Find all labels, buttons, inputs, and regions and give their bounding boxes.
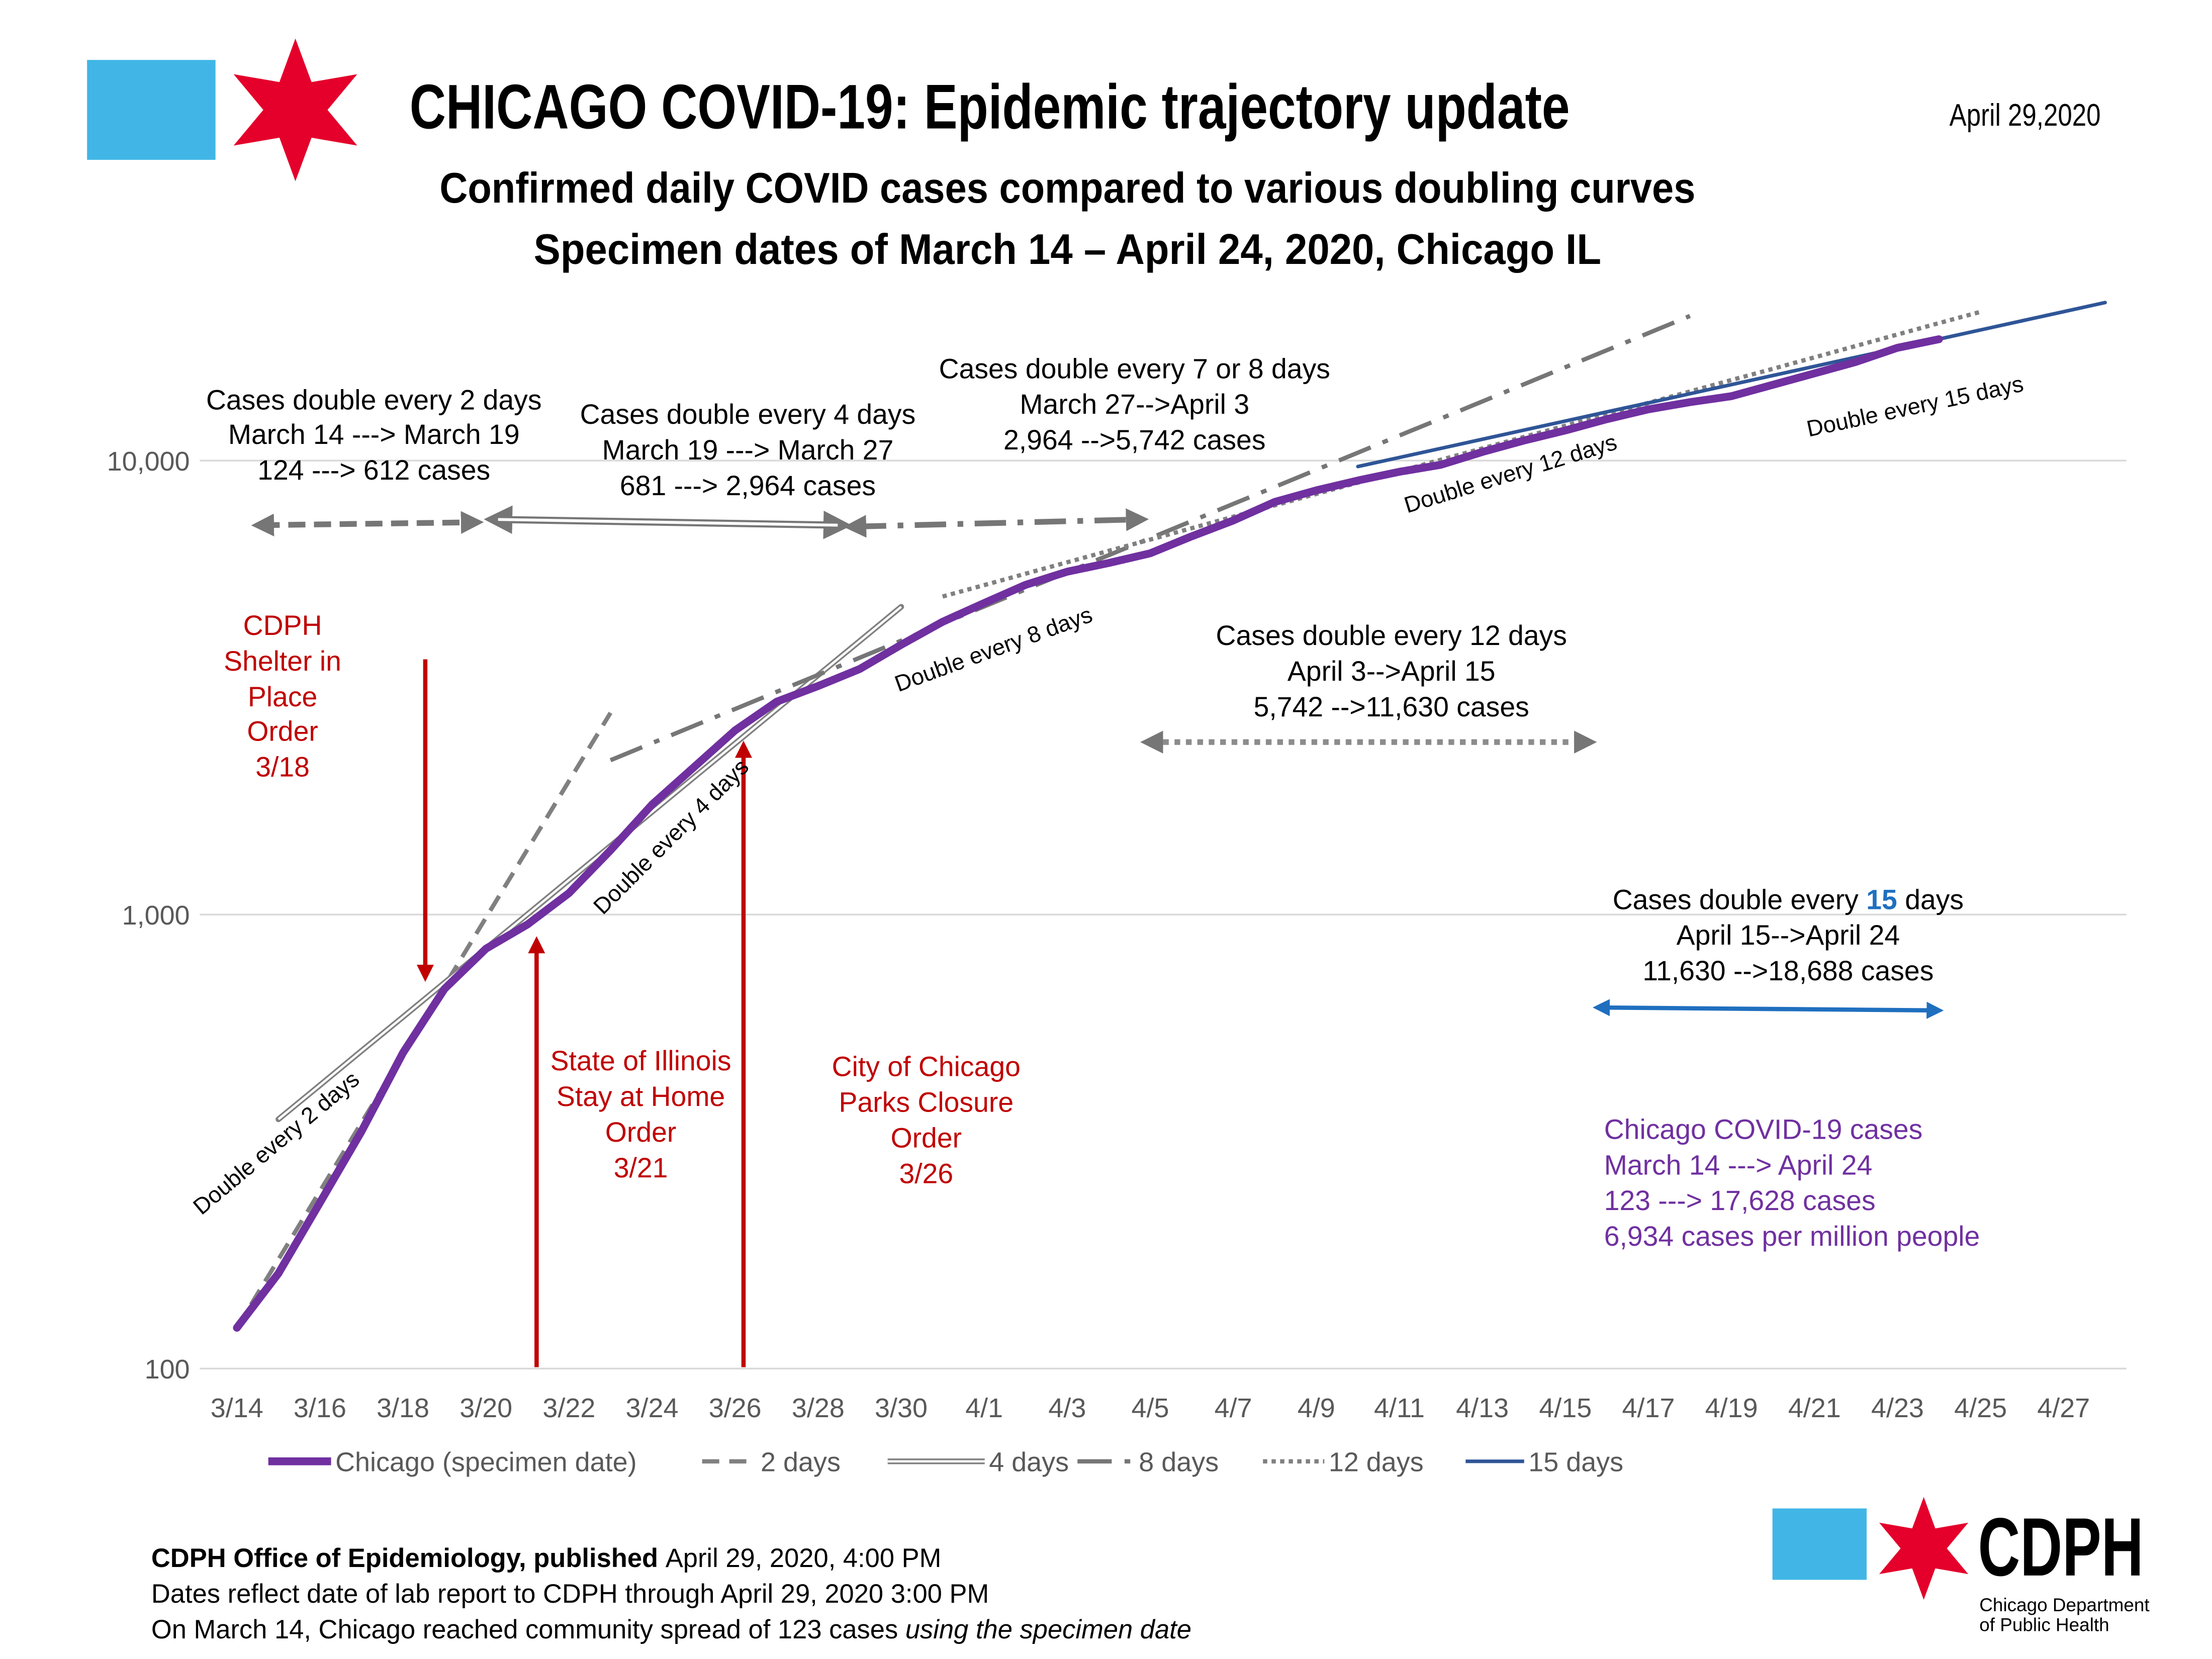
y-tick-label: 1,000 [122,900,190,931]
phase-note: Cases double every 12 days [1216,620,1567,651]
x-tick-label: 4/1 [965,1393,1003,1423]
footer-text: April 29, 2020, 4:00 PM [666,1543,942,1573]
phase-note: 11,630 -->18,688 cases [1642,955,1933,986]
event-note: Shelter in [224,646,341,677]
x-tick-label: 4/5 [1132,1393,1169,1423]
x-tick-label: 3/16 [294,1393,346,1423]
date: April 29,2020 [1950,98,2101,133]
logo-text: of Public Health [1979,1615,2109,1635]
subtitle: Specimen dates of March 14 – April 24, 2… [534,226,1601,273]
phase-note: 5,742 -->11,630 cases [1254,691,1529,722]
curve-label: Double every 4 days [588,754,754,919]
phase-note-emphasis: 15 [1866,884,1897,915]
phase-arrow-inner [498,518,838,527]
logo-bar [1772,1508,1867,1580]
event-note: Order [891,1122,962,1153]
phase-note: March 27-->April 3 [1020,389,1249,420]
phase-arrow [1593,999,1944,1019]
x-tick-label: 4/3 [1048,1393,1086,1423]
logo-name: CDPH [1978,1501,2143,1593]
phase-arrow [843,508,1149,538]
x-tick-label: 4/21 [1788,1393,1841,1423]
summary-note: March 14 ---> April 24 [1604,1149,1873,1180]
x-tick-label: 4/13 [1456,1393,1509,1423]
event-note: CDPH [243,610,322,641]
series-line [233,335,1943,1332]
event-note: City of Chicago [832,1051,1021,1082]
title: CHICAGO COVID-19: Epidemic trajectory up… [410,72,1570,142]
y-tick-label: 10,000 [107,446,190,477]
x-tick-label: 4/23 [1871,1393,1924,1423]
x-tick-label: 4/11 [1374,1393,1425,1423]
footer-line: Dates reflect date of lab report to CDPH… [151,1579,989,1609]
plot: 100 1,000 10,000 3/14 3/16 3/18 3/20 3/22 3/24 3/… [107,301,2127,1478]
phase-note: Cases double every 7 or 8 days [939,353,1330,384]
x-tick-label: 3/14 [211,1393,263,1423]
phase-note: April 15-->April 24 [1677,919,1900,951]
phase-arrow [251,511,484,537]
x-tick-label: 3/24 [626,1393,679,1423]
phase-note: Cases double every 2 days [206,385,542,416]
flag-star [233,38,357,181]
phase-note-part: days [1905,884,1964,915]
curve-label: Double every 15 days [1804,371,2025,441]
event-note: Parks Closure [839,1086,1014,1118]
event-note: 3/26 [899,1158,953,1189]
legend-label: 2 days [761,1447,841,1478]
phase-note: April 3-->April 15 [1287,656,1496,687]
phase-note: March 19 ---> March 27 [602,434,894,466]
event-note: State of Illinois [550,1045,731,1076]
summary-note: Chicago COVID-19 cases [1604,1114,1923,1145]
legend-label: 4 days [989,1447,1069,1478]
event-note: Order [605,1117,676,1148]
x-tick-label: 3/28 [792,1393,845,1423]
phase-note: 2,964 -->5,742 cases [1003,424,1266,455]
phase-note: 124 ---> 612 cases [257,454,490,486]
x-tick-label: 3/20 [459,1393,512,1423]
curve-label: Double every 2 days [188,1066,364,1220]
footer-text: On March 14, Chicago reached community s… [151,1615,898,1644]
phase-note: March 14 ---> March 19 [228,419,520,450]
x-tick-label: 4/7 [1215,1393,1252,1423]
series-line-inner [278,606,902,1121]
x-tick-label: 4/9 [1298,1393,1335,1423]
subtitle: Confirmed daily COVID cases compared to … [439,164,1695,212]
event-note: 3/21 [614,1152,668,1183]
summary-note: 123 ---> 17,628 cases [1604,1185,1876,1216]
flag-bar [87,60,216,160]
curve-label: Double every 8 days [891,601,1095,696]
x-tick-label: 4/15 [1539,1393,1592,1423]
y-tick-label: 100 [145,1354,190,1385]
event-note: 3/18 [255,751,310,782]
phase-note-part: Cases double every [1613,884,1859,915]
summary-note: 6,934 cases per million people [1604,1221,1980,1252]
legend-label: 15 days [1528,1447,1623,1478]
x-tick-label: 3/22 [542,1393,595,1423]
phase-note: 681 ---> 2,964 cases [620,470,876,501]
legend-label: 12 days [1329,1447,1424,1478]
legend-label: Chicago (specimen date) [335,1447,636,1478]
x-tick-label: 3/26 [709,1393,762,1423]
phase-note: Cases double every 15 days [1613,884,1964,915]
x-tick-label: 3/30 [875,1393,928,1423]
x-tick-label: 3/18 [377,1393,429,1423]
footer-bold: CDPH Office of Epidemiology, published [151,1543,658,1573]
event-note: Place [248,681,317,712]
legend-label: 8 days [1139,1447,1219,1478]
logo-text: Chicago Department [1979,1595,2149,1615]
footer-line: On March 14, Chicago reached community s… [151,1615,1191,1644]
event-note: Order [247,715,318,747]
x-tick-label: 4/25 [1954,1393,2007,1423]
x-tick-label: 4/27 [2037,1393,2090,1423]
x-tick-label: 4/19 [1705,1393,1758,1423]
footer-italic: using the specimen date [905,1615,1191,1644]
phase-note: Cases double every 4 days [580,399,916,430]
logo-star [1879,1497,1969,1600]
series-line [1356,301,2107,469]
x-tick-label: 4/17 [1622,1393,1675,1423]
footer-line: CDPH Office of Epidemiology, published A… [151,1543,942,1573]
event-note: Stay at Home [557,1081,725,1112]
